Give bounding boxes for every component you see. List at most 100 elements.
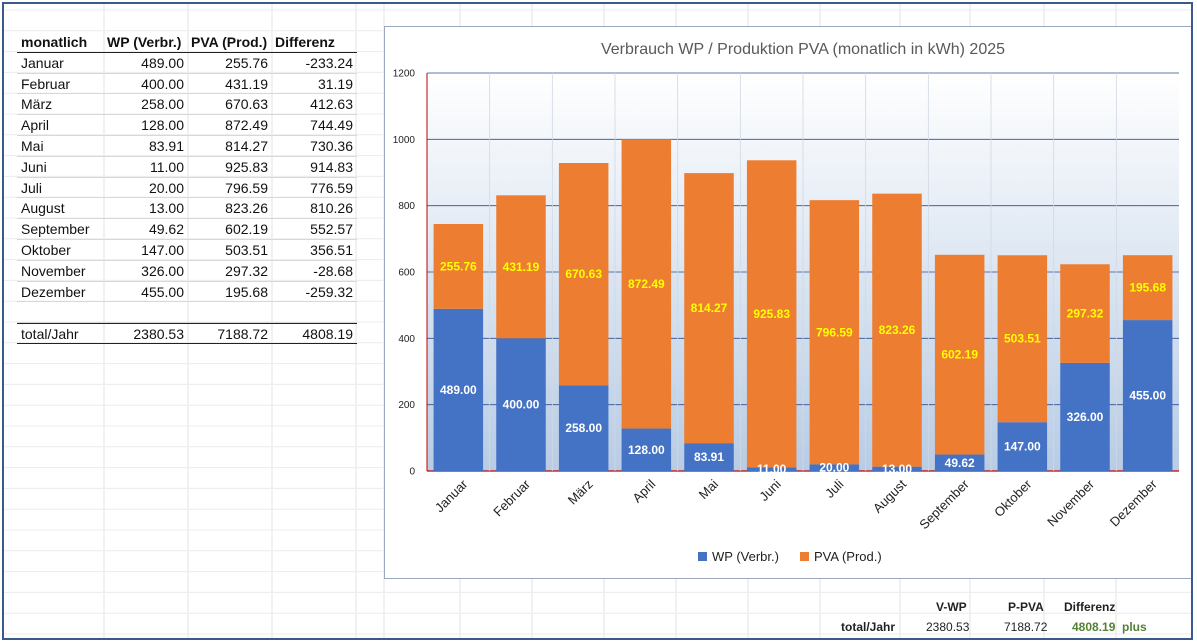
x-category-label: März (565, 477, 596, 508)
bar-wp-5 (746, 467, 797, 471)
stacked-bar-chart[interactable]: Verbrauch WP / Produktion PVA (monatlich… (384, 26, 1191, 579)
table-cell[interactable]: 503.51 (225, 241, 268, 258)
table-cell[interactable]: 147.00 (141, 241, 184, 258)
legend-label-pva: PVA (Prod.) (814, 549, 882, 564)
table-cell[interactable]: 20.00 (148, 179, 184, 196)
x-category-label: Januar (432, 476, 471, 515)
table-cell[interactable]: 412.63 (310, 96, 353, 113)
table-cell[interactable]: September (21, 221, 90, 238)
table-cell[interactable]: 49.62 (148, 221, 184, 238)
table-cell[interactable]: 356.51 (310, 241, 353, 258)
bar-pva-7 (872, 193, 922, 467)
bar-label-wp-11: 455.00 (1129, 389, 1166, 403)
table-cell[interactable]: 83.91 (148, 137, 184, 154)
table-cell[interactable]: Februar (21, 75, 71, 92)
table-cell[interactable]: -259.32 (305, 283, 353, 300)
table-cell[interactable]: Dezember (21, 283, 86, 300)
table-cell[interactable]: 455.00 (141, 283, 184, 300)
bar-pva-8 (934, 254, 985, 455)
bar-wp-11 (1122, 320, 1173, 471)
bar-label-pva-8: 602.19 (941, 348, 978, 362)
bar-label-wp-4: 83.91 (694, 450, 724, 464)
bar-label-pva-4: 814.27 (691, 301, 728, 315)
table-cell[interactable]: -28.68 (313, 262, 353, 279)
table-cell[interactable]: 255.76 (225, 54, 268, 71)
summary-header-vwp[interactable]: V-WP (936, 600, 967, 614)
bar-label-pva-9: 503.51 (1004, 332, 1041, 346)
table-cell[interactable]: 670.63 (225, 96, 268, 113)
table-header-cell[interactable]: PVA (Prod.) (191, 34, 268, 50)
x-category-label: November (1044, 476, 1097, 529)
table-cell[interactable]: 925.83 (225, 158, 268, 175)
table-cell[interactable]: 431.19 (225, 75, 268, 92)
bar-wp-8 (934, 454, 985, 471)
table-cell[interactable]: 297.32 (225, 262, 268, 279)
table-cell[interactable]: 602.19 (225, 221, 268, 238)
summary-ppva-value[interactable]: 7188.72 (1004, 620, 1048, 634)
y-tick-label: 600 (398, 268, 415, 279)
summary-header-ppva[interactable]: P-PVA (1008, 600, 1044, 614)
bar-label-wp-1: 400.00 (503, 398, 540, 412)
table-cell[interactable]: 730.36 (310, 137, 353, 154)
table-cell[interactable]: 31.19 (317, 75, 353, 92)
bar-wp-7 (872, 466, 922, 471)
table-cell[interactable]: Juni (21, 158, 47, 175)
table-cell[interactable]: 11.00 (150, 158, 184, 175)
legend-swatch-wp (698, 552, 707, 561)
table-total-cell[interactable]: total/Jahr (21, 326, 79, 343)
table-cell[interactable]: 552.57 (310, 221, 353, 238)
x-category-label: Dezember (1107, 476, 1160, 529)
table-cell[interactable]: 13.00 (148, 200, 184, 217)
bar-wp-3 (621, 428, 672, 471)
table-cell[interactable]: 744.49 (310, 117, 353, 134)
table-cell[interactable]: März (21, 96, 53, 113)
table-header-cell[interactable]: monatlich (21, 34, 88, 50)
table-cell[interactable]: 489.00 (141, 54, 184, 71)
bar-pva-5 (746, 160, 797, 468)
summary-vwp-value[interactable]: 2380.53 (926, 620, 970, 634)
table-cell[interactable]: November (21, 262, 86, 279)
table-row: September 49.62 602.19 552.57 (17, 219, 357, 240)
table-total-cell[interactable]: 2380.53 (133, 326, 184, 343)
table-header-cell[interactable]: Differenz (275, 34, 335, 50)
table-cell[interactable]: Oktober (21, 241, 71, 258)
table-cell[interactable]: -233.24 (305, 54, 353, 71)
y-tick-label: 200 (398, 400, 415, 411)
bar-pva-0 (433, 223, 484, 309)
table-row: April 128.00 872.49 744.49 (17, 115, 357, 136)
table-header-cell[interactable]: WP (Verbr.) (107, 34, 182, 50)
table-total-cell[interactable]: 4808.19 (302, 326, 353, 343)
x-category-label: September (916, 476, 972, 532)
table-cell[interactable]: 258.00 (141, 96, 184, 113)
summary-total-label[interactable]: total/Jahr (841, 620, 896, 634)
table-cell[interactable]: 823.26 (225, 200, 268, 217)
table-total-cell[interactable]: 7188.72 (217, 326, 268, 343)
table-cell[interactable]: April (21, 117, 50, 134)
summary-differenz-value[interactable]: 4808.19 (1072, 620, 1116, 634)
summary-header-differenz[interactable]: Differenz (1064, 600, 1116, 614)
bar-label-wp-3: 128.00 (628, 443, 665, 457)
bar-wp-2 (558, 385, 609, 471)
table-cell[interactable]: Juli (21, 179, 43, 196)
chart-canvas: Verbrauch WP / Produktion PVA (monatlich… (393, 41, 1179, 564)
table-cell[interactable]: 400.00 (141, 75, 184, 92)
table-cell[interactable]: 810.26 (310, 200, 353, 217)
table-cell[interactable]: August (21, 200, 65, 217)
table-cell[interactable]: 872.49 (225, 117, 268, 134)
bar-pva-10 (1060, 264, 1110, 363)
x-category-label: Mai (696, 476, 721, 501)
x-category-label: August (870, 476, 909, 515)
table-cell[interactable]: 796.59 (225, 179, 268, 196)
table-cell[interactable]: 776.59 (310, 179, 353, 196)
table-row: Dezember 455.00 195.68 -259.32 (17, 282, 357, 303)
y-tick-label: 0 (409, 467, 415, 478)
table-cell[interactable]: Januar (21, 54, 64, 71)
table-cell[interactable]: Mai (21, 137, 44, 154)
table-cell[interactable]: 326.00 (141, 262, 184, 279)
table-cell[interactable]: 195.68 (225, 283, 268, 300)
table-cell[interactable]: 128.00 (141, 117, 184, 134)
table-cell[interactable]: 914.83 (310, 158, 353, 175)
bar-wp-0 (433, 308, 484, 471)
summary-status[interactable]: plus (1122, 620, 1147, 634)
table-cell[interactable]: 814.27 (225, 137, 268, 154)
